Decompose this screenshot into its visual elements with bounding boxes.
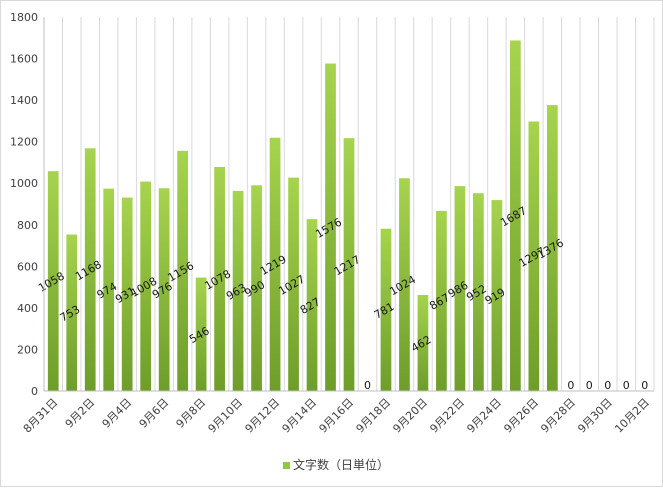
x-tick-label: 9月20日 bbox=[390, 396, 430, 436]
data-label: 0 bbox=[641, 379, 648, 392]
y-tick-label: 200 bbox=[17, 343, 38, 356]
bar bbox=[214, 167, 225, 391]
bar bbox=[288, 177, 299, 391]
data-label: 0 bbox=[604, 379, 611, 392]
bar bbox=[343, 138, 355, 391]
y-tick-label: 1800 bbox=[10, 11, 38, 24]
x-tick-label: 9月8日 bbox=[174, 396, 209, 431]
x-tick-label: 9月18日 bbox=[353, 396, 393, 436]
bar bbox=[47, 171, 59, 391]
data-label: 0 bbox=[364, 379, 371, 392]
x-tick-label: 9月30日 bbox=[575, 396, 615, 436]
x-tick-label: 9月22日 bbox=[427, 396, 467, 436]
bar bbox=[195, 277, 207, 391]
bar bbox=[84, 148, 96, 391]
bar bbox=[417, 295, 429, 391]
bar bbox=[306, 219, 318, 391]
bar bbox=[510, 40, 521, 392]
bar-series bbox=[47, 40, 558, 392]
x-tick-label: 9月28日 bbox=[538, 396, 578, 436]
x-tick-label: 9月6日 bbox=[137, 396, 172, 431]
legend-label: 文字数（日単位） bbox=[293, 457, 389, 472]
x-tick-label: 9月4日 bbox=[100, 396, 135, 431]
vertical-gridlines bbox=[61, 17, 655, 391]
y-tick-label: 400 bbox=[17, 302, 38, 315]
bar bbox=[380, 228, 392, 391]
y-tick-label: 600 bbox=[17, 260, 38, 273]
x-tick-label: 9月26日 bbox=[501, 396, 541, 436]
x-tick-label: 9月12日 bbox=[243, 396, 283, 436]
bar bbox=[325, 63, 336, 391]
data-label: 0 bbox=[567, 379, 574, 392]
bar bbox=[528, 121, 540, 392]
x-axis: 8月31日 9月2日 9月4日 9月6日 9月8日9月10日9月12日9月14日9月16… bbox=[21, 390, 654, 436]
bar bbox=[140, 181, 152, 391]
y-tick-label: 1400 bbox=[10, 94, 38, 107]
legend: 文字数（日単位） bbox=[283, 457, 389, 472]
bar bbox=[103, 188, 115, 391]
bar bbox=[177, 150, 188, 391]
bar bbox=[66, 234, 78, 391]
y-tick-label: 1600 bbox=[10, 53, 38, 66]
y-axis: 0 200 400 600 800 1000 1200 1400 1600 1800 bbox=[10, 11, 45, 398]
bar bbox=[158, 188, 170, 391]
bar bbox=[491, 200, 503, 391]
bar bbox=[121, 197, 133, 391]
x-tick-label: 9月16日 bbox=[317, 396, 357, 436]
data-label: 0 bbox=[623, 379, 630, 392]
bar bbox=[399, 178, 410, 391]
bar bbox=[232, 190, 244, 391]
bar bbox=[436, 210, 447, 391]
x-tick-label: 9月10日 bbox=[206, 396, 246, 436]
data-label: 0 bbox=[586, 379, 593, 392]
x-tick-label: 9月24日 bbox=[464, 396, 504, 436]
bar bbox=[546, 105, 558, 391]
y-tick-label: 800 bbox=[17, 219, 38, 232]
bar bbox=[454, 186, 466, 391]
y-tick-label: 0 bbox=[31, 385, 38, 398]
x-tick-label: 9月2日 bbox=[63, 396, 98, 431]
bar bbox=[251, 185, 262, 391]
x-tick-label: 10月2日 bbox=[612, 396, 652, 436]
bar bbox=[473, 193, 484, 391]
y-tick-label: 1200 bbox=[10, 136, 38, 149]
x-tick-label: 9月14日 bbox=[280, 396, 320, 436]
bar bbox=[269, 137, 281, 391]
legend-swatch bbox=[283, 462, 290, 469]
y-tick-label: 1000 bbox=[10, 177, 38, 190]
x-tick-label: 8月31日 bbox=[21, 396, 61, 436]
